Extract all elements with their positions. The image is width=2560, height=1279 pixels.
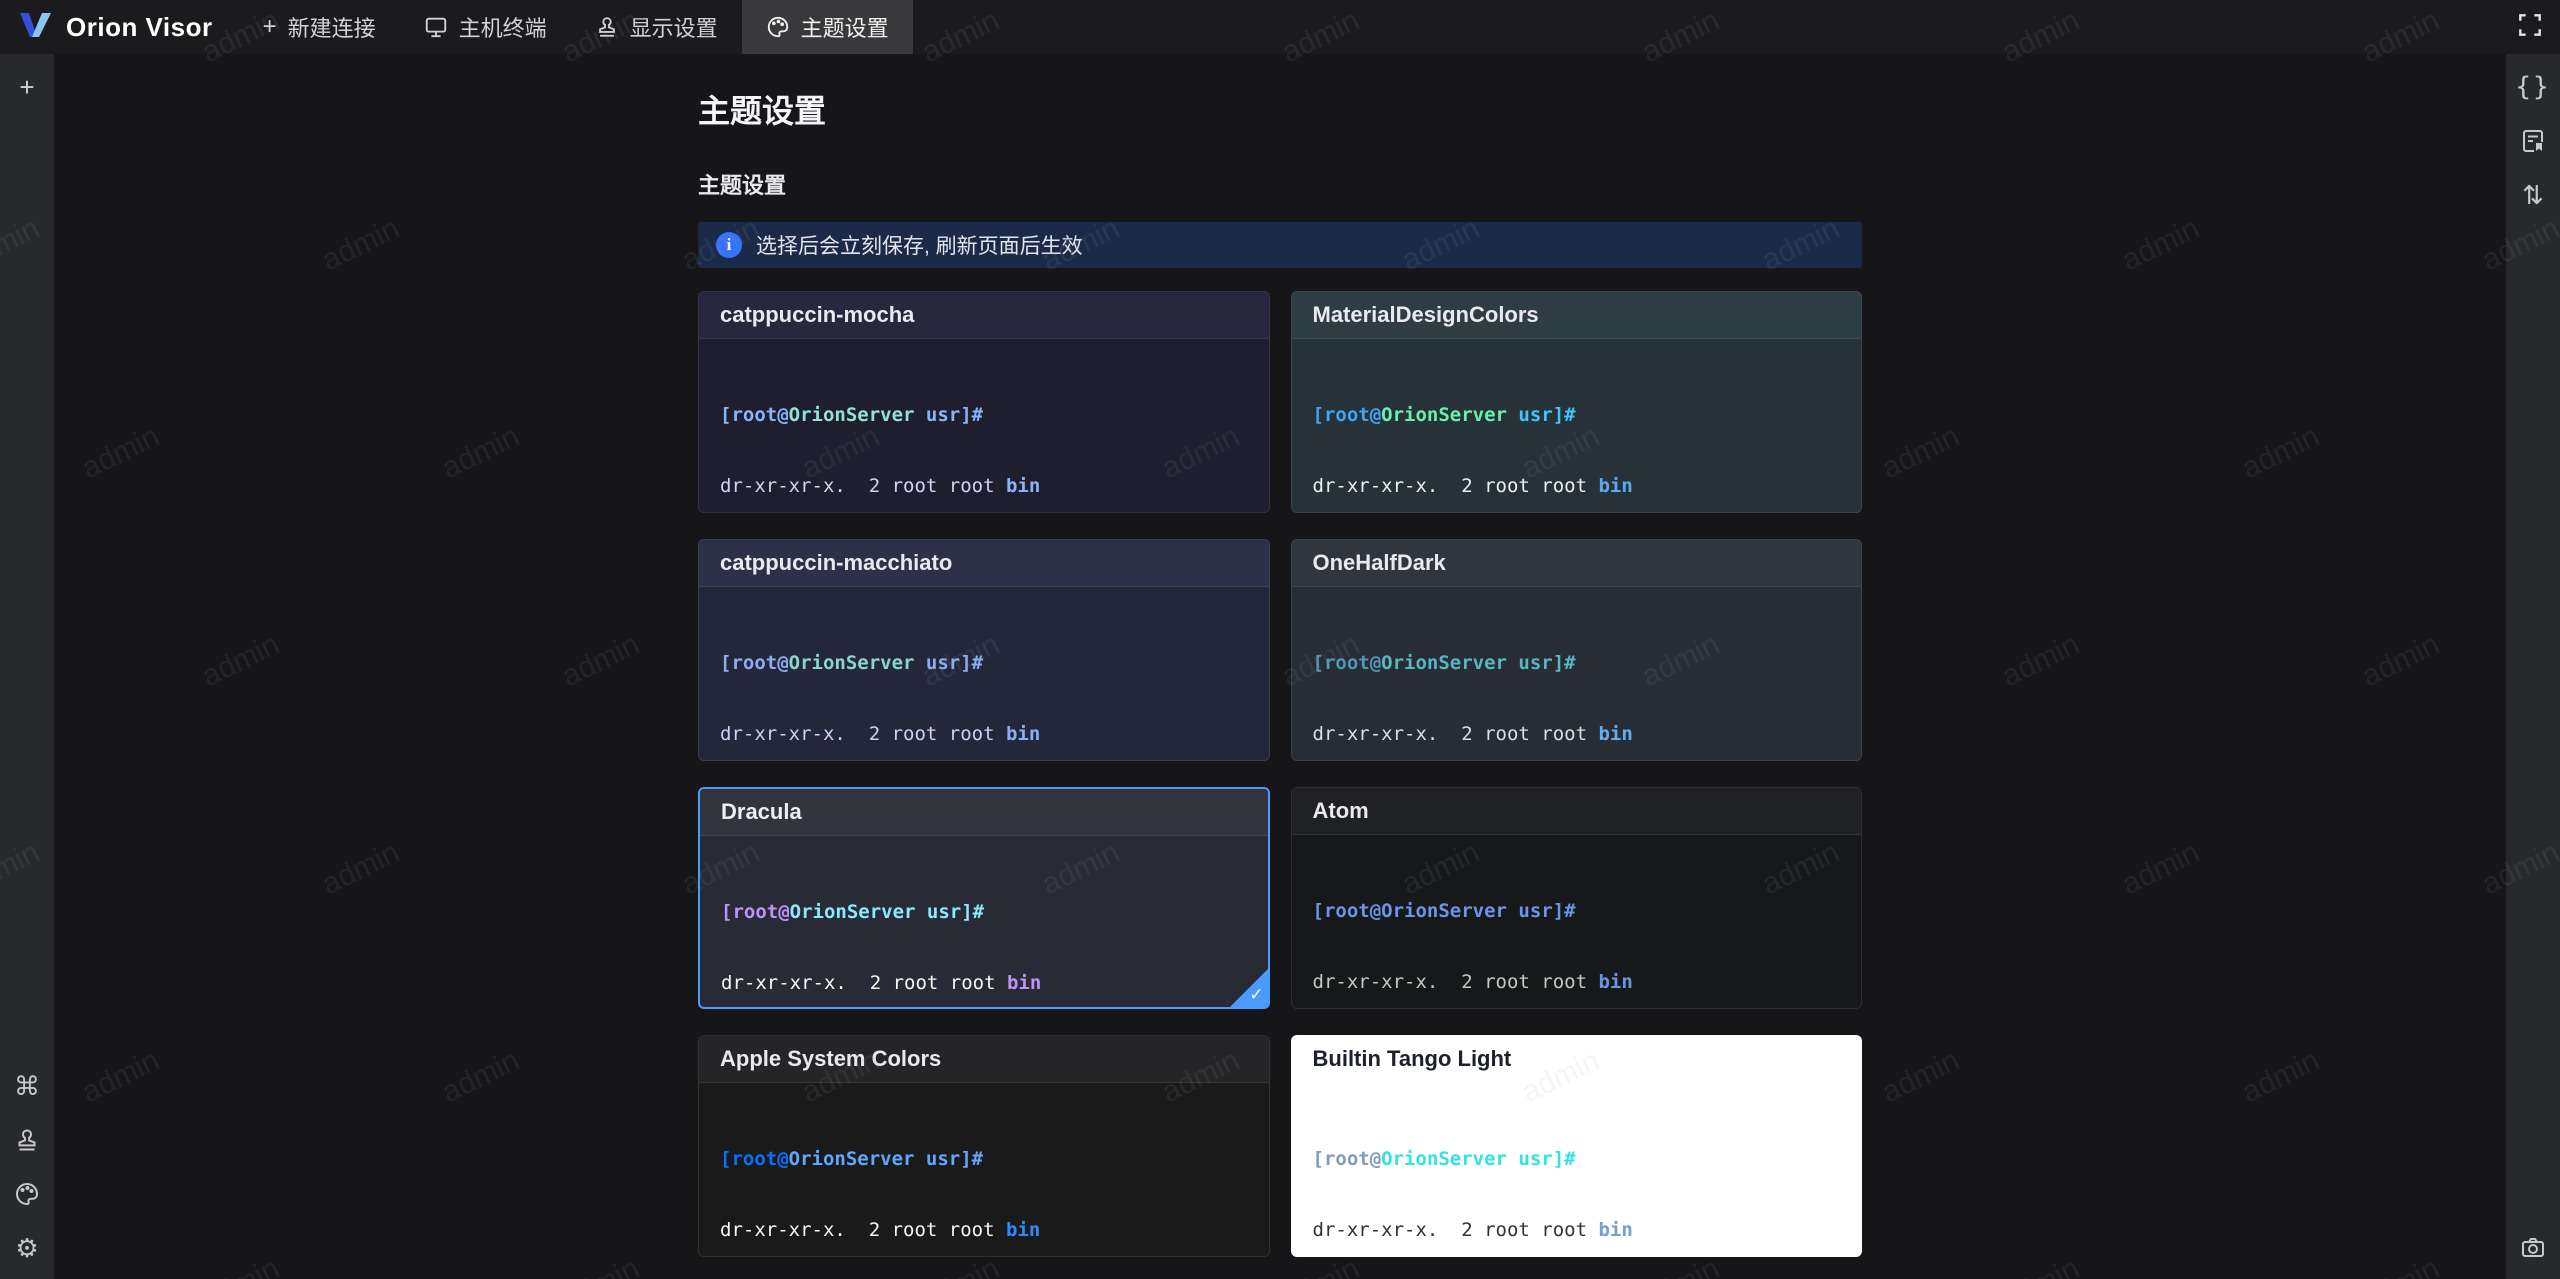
theme-card-title: Atom (1291, 788, 1861, 835)
add-button[interactable]: + (10, 70, 44, 104)
terminal-preview: [root@OrionServer usr]# dr-xr-xr-x. 2 ro… (1292, 835, 1862, 1008)
gear-icon: ⚙ (15, 1233, 39, 1263)
theme-card-title: Apple System Colors (699, 1036, 1269, 1083)
sort-icon: ⇅ (2522, 180, 2544, 210)
theme-settings-button[interactable] (10, 1177, 44, 1211)
monitor-icon (424, 15, 448, 39)
app-title: Orion Visor (66, 11, 213, 42)
terminal-preview: [root@OrionServer usr]# dr-xr-xr-x. 2 ro… (1292, 339, 1862, 512)
theme-card[interactable]: Apple System Colors [root@OrionServer us… (698, 1035, 1270, 1257)
tab-label: 主题设置 (800, 16, 889, 41)
main-content: 主题设置 主题设置 i 选择后会立刻保存, 刷新页面后生效 catppuccin… (54, 54, 2506, 1279)
tab-label: 主机终端 (458, 16, 547, 41)
section-title: 主题设置 (698, 173, 787, 198)
command-icon: ⌘ (14, 1071, 40, 1101)
terminal-preview: [root@OrionServer usr]# dr-xr-xr-x. 2 ro… (699, 587, 1269, 760)
sort-button[interactable]: ⇅ (2516, 178, 2550, 212)
settings-button[interactable]: ⚙ (10, 1231, 44, 1265)
theme-card-title: Builtin Tango Light (1291, 1036, 1861, 1083)
left-sidebar: + ⌘ (0, 54, 54, 1279)
braces-icon: {} (2515, 72, 2551, 102)
tab-display-settings[interactable]: 显示设置 (571, 0, 742, 54)
fullscreen-button[interactable] (2500, 0, 2560, 54)
top-bar: Orion Visor + 新建连接 主机终端 显示设置 (0, 0, 2560, 54)
theme-card[interactable]: catppuccin-mocha [root@OrionServer usr]#… (698, 291, 1270, 513)
tab-label: 新建连接 (287, 16, 376, 41)
theme-card[interactable]: Builtin Tango Light [root@OrionServer us… (1290, 1035, 1862, 1257)
plus-icon: + (19, 72, 35, 102)
theme-card[interactable]: catppuccin-macchiato [root@OrionServer u… (698, 539, 1270, 761)
theme-card-title: catppuccin-mocha (699, 292, 1269, 339)
tab-new-connection[interactable]: + 新建连接 (239, 0, 400, 54)
theme-card-title: MaterialDesignColors (1291, 292, 1861, 339)
terminal-preview: [root@OrionServer usr]# dr-xr-xr-x. 2 ro… (1292, 587, 1862, 760)
right-sidebar: {} ⇅ (2506, 54, 2560, 1279)
info-alert-text: 选择后会立刻保存, 刷新页面后生效 (756, 235, 1083, 258)
theme-card-title: OneHalfDark (1291, 540, 1861, 587)
tab-host-terminal[interactable]: 主机终端 (400, 0, 571, 54)
braces-button[interactable]: {} (2515, 70, 2551, 104)
fullscreen-icon (2516, 11, 2544, 44)
terminal-preview: [root@OrionServer usr]# dr-xr-xr-x. 2 ro… (699, 339, 1269, 512)
camera-icon (2520, 1235, 2546, 1261)
theme-card-title: catppuccin-macchiato (699, 540, 1269, 587)
selected-corner-badge (1228, 968, 1268, 1007)
info-icon: i (716, 232, 742, 258)
tab-label: 显示设置 (629, 16, 718, 41)
command-shortcut-button[interactable]: ⌘ (10, 1069, 44, 1103)
theme-card[interactable]: MaterialDesignColors [root@OrionServer u… (1290, 291, 1862, 513)
plus-icon: + (262, 13, 277, 40)
document-bookmark-icon (2520, 128, 2546, 154)
display-settings-button[interactable] (10, 1123, 44, 1157)
terminal-preview: [root@OrionServer usr]# dr-xr-xr-x. 2 ro… (1312, 1148, 1633, 1241)
stamp-icon (595, 15, 619, 39)
theme-card[interactable]: Atom [root@OrionServer usr]# dr-xr-xr-x.… (1290, 787, 1862, 1009)
info-alert: i 选择后会立刻保存, 刷新页面后生效 (698, 222, 1862, 268)
terminal-preview: [root@OrionServer usr]# dr-xr-xr-x. 2 ro… (700, 836, 1268, 1007)
tab-theme-settings[interactable]: 主题设置 (741, 0, 913, 54)
document-bookmark-button[interactable] (2516, 124, 2550, 158)
theme-card[interactable]: OneHalfDark [root@OrionServer usr]# dr-x… (1290, 539, 1862, 761)
page-title: 主题设置 (698, 93, 827, 129)
theme-card-title: Dracula (700, 789, 1268, 836)
terminal-preview: [root@OrionServer usr]# dr-xr-xr-x. 2 ro… (720, 1148, 1041, 1241)
palette-icon (14, 1181, 40, 1207)
app-brand: Orion Visor (0, 0, 239, 54)
app-logo-icon (18, 10, 54, 45)
screenshot-button[interactable] (2516, 1231, 2550, 1265)
palette-icon (766, 15, 790, 39)
check-icon: ✓ (1249, 985, 1264, 1004)
stamp-icon (14, 1127, 40, 1153)
theme-grid: catppuccin-mocha [root@OrionServer usr]#… (698, 291, 1862, 1279)
theme-card-selected[interactable]: Dracula [root@OrionServer usr]# dr-xr-xr… (698, 787, 1270, 1009)
